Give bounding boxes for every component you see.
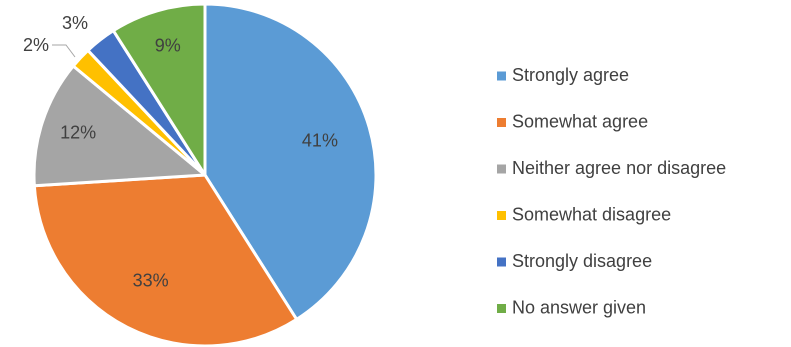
pie-labels: 41% 33% 12% 2% 3% 9%	[23, 13, 338, 291]
slice-label-somewhat-disagree: 2%	[23, 35, 49, 55]
legend-swatch-no-answer-given	[497, 304, 506, 313]
legend: Strongly agree Somewhat agree Neither agre…	[497, 65, 726, 317]
pie-slices	[32, 2, 378, 347]
slice-label-somewhat-agree: 33%	[133, 270, 169, 290]
legend-label-somewhat-agree: Somewhat agree	[512, 111, 648, 131]
legend-label-strongly-agree: Strongly agree	[512, 65, 629, 85]
pie-slice-somewhat-agree	[32, 173, 299, 347]
legend-label-strongly-disagree: Strongly disagree	[512, 251, 652, 271]
slice-label-strongly-agree: 41%	[302, 130, 338, 150]
leader-line	[52, 44, 76, 58]
legend-swatch-strongly-disagree	[497, 257, 506, 267]
legend-swatch-neither-agree-nor-disagree	[497, 164, 506, 174]
legend-label-somewhat-disagree: Somewhat disagree	[512, 204, 671, 224]
slice-label-no-answer-given: 9%	[155, 36, 181, 56]
legend-label-no-answer-given: No answer given	[512, 297, 646, 317]
slice-label-neither-agree-nor-disagree: 12%	[60, 123, 96, 143]
pie-slice-no-answer-given	[111, 2, 207, 177]
legend-swatch-somewhat-disagree	[497, 211, 506, 220]
pie-slice-neither-agree-nor-disagree	[32, 64, 207, 188]
legend-label-neither-agree-nor-disagree: Neither agree nor disagree	[512, 158, 726, 178]
legend-swatch-somewhat-agree	[497, 118, 506, 127]
slice-label-strongly-disagree: 3%	[62, 13, 88, 33]
legend-swatch-strongly-agree	[497, 71, 506, 81]
